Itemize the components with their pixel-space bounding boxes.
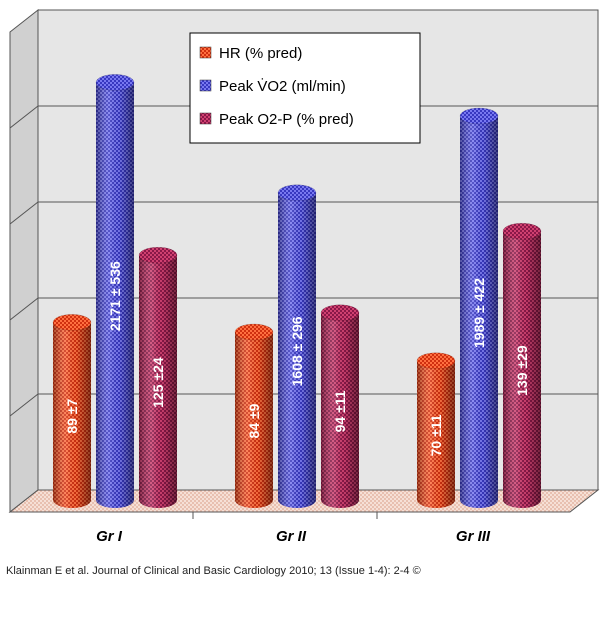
side-wall [9, 8, 39, 514]
bar-cap [52, 314, 92, 331]
legend-swatch [199, 112, 212, 125]
bar-shade [53, 322, 91, 508]
bar-shade [460, 116, 498, 508]
bar-shade [139, 255, 177, 508]
bar-cap [138, 246, 178, 264]
bar-cap [234, 323, 274, 341]
bar-2-gr-ii: 1608 ± 296 [277, 184, 317, 508]
bars-group: 89 ±7 2171 ± 536 125 ±24 84 ±9 1608 ± 296 94 … [52, 74, 542, 509]
category-label: Gr I [96, 528, 123, 545]
bar-3-gr-i: 125 ±24 [138, 246, 178, 508]
legend-entry: Peak O2-P (% pred) [219, 111, 354, 128]
legend-box [189, 32, 421, 144]
citation: Klainman E et al. Journal of Clinical an… [6, 565, 421, 577]
legend-entry: HR (% pred) [219, 45, 302, 62]
gridline-side [9, 393, 39, 417]
bar-1-gr-iii: 70 ±11 [416, 352, 456, 508]
bar-cap [416, 352, 456, 370]
data-label: 1989 ± 422 [471, 278, 487, 348]
gridline-side [9, 297, 39, 321]
bar-1-gr-i: 89 ±7 [52, 314, 92, 508]
data-label: 89 ±7 [64, 399, 80, 434]
category-labels: Gr I Gr II Gr III [96, 528, 491, 545]
bar-1-gr-ii: 84 ±9 [234, 323, 274, 508]
data-label: 125 ±24 [150, 357, 166, 408]
legend-swatch [199, 79, 212, 92]
bar-shade [235, 332, 273, 508]
data-label: 70 ±11 [428, 414, 444, 456]
bar-cap [502, 222, 542, 240]
legend: HR (% pred) Peak V̇O2 (ml/min) Peak O2-P (… [189, 32, 421, 144]
category-label: Gr II [276, 528, 307, 545]
data-label: 94 ±11 [332, 390, 348, 432]
bar-cap [320, 304, 360, 322]
legend-entry: Peak V̇O2 (ml/min) [219, 78, 346, 95]
gridline-side [9, 105, 39, 129]
category-label: Gr III [456, 528, 491, 545]
data-label: 139 ±29 [514, 345, 530, 396]
data-label: 84 ±9 [246, 403, 262, 438]
bar-shade [503, 231, 541, 508]
bar-shade [96, 82, 134, 509]
bar-2-gr-iii: 1989 ± 422 [459, 107, 499, 508]
bar-3-gr-iii: 139 ±29 [502, 222, 542, 508]
data-label: 2171 ± 536 [107, 261, 123, 331]
bar-shade [278, 192, 316, 508]
gridline-side [9, 201, 39, 225]
bar-shade [321, 312, 359, 508]
bar-3-gr-ii: 94 ±11 [320, 304, 360, 508]
bar-cap [95, 74, 135, 91]
bar-cap [277, 184, 317, 202]
bar-2-gr-i: 2171 ± 536 [95, 74, 135, 509]
bar-shade [417, 360, 455, 508]
data-label: 1608 ± 296 [289, 316, 305, 386]
legend-swatch [199, 46, 212, 59]
bar-cap [459, 107, 499, 125]
